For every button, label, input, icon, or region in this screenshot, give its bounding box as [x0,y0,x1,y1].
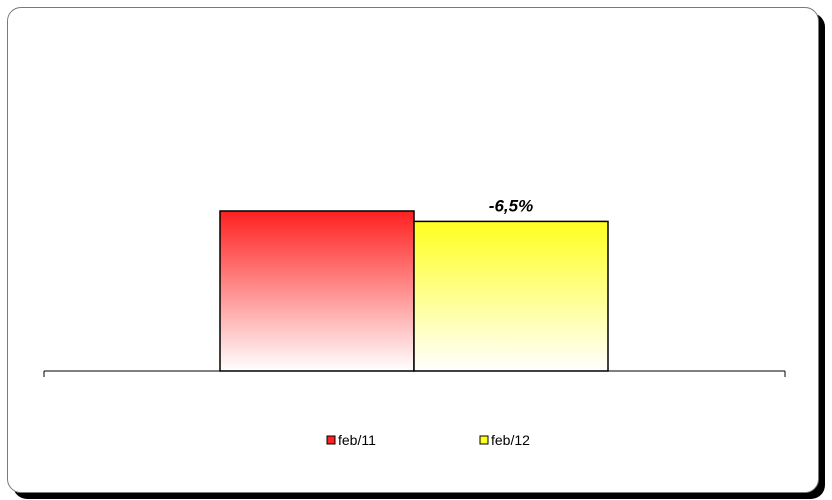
legend-label-feb11: feb/11 [338,432,376,448]
legend-swatch-feb12 [479,435,489,445]
bar-feb-11 [219,210,415,372]
bar-data-label: -6,5% [489,196,533,215]
bar-feb-12 [413,220,609,372]
bars-group [219,210,609,372]
legend: feb/11 feb/12 [326,432,530,448]
legend-swatch-feb11 [326,435,336,445]
legend-label-feb12: feb/12 [491,432,530,448]
